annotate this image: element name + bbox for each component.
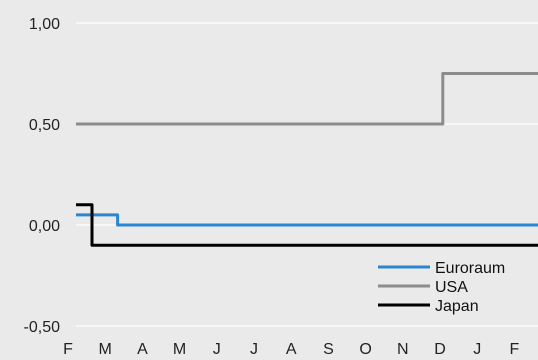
x-tick-label: S bbox=[323, 341, 334, 358]
x-tick-label: F bbox=[63, 341, 73, 358]
y-tick-label: 1,00 bbox=[29, 16, 60, 33]
x-tick-label: J bbox=[250, 341, 258, 358]
x-tick-label: N bbox=[397, 341, 409, 358]
y-axis-labels: 1,00 0,50 0,00 -0,50 bbox=[24, 16, 61, 336]
gridlines bbox=[76, 22, 538, 327]
x-tick-label: J bbox=[213, 341, 221, 358]
legend-label-usa: USA bbox=[435, 279, 468, 296]
series-lines bbox=[76, 72, 538, 247]
x-tick-label: F bbox=[510, 341, 520, 358]
x-tick-label: A bbox=[286, 341, 297, 358]
legend-label-japan: Japan bbox=[435, 298, 479, 315]
x-tick-label: D bbox=[434, 341, 446, 358]
y-tick-label: 0,50 bbox=[29, 117, 60, 134]
x-tick-label: O bbox=[359, 341, 371, 358]
x-tick-label: A bbox=[137, 341, 148, 358]
x-tick-label: M bbox=[99, 341, 112, 358]
series-line-usa bbox=[76, 72, 538, 126]
y-tick-label: -0,50 bbox=[24, 319, 61, 336]
x-tick-label: M bbox=[173, 341, 186, 358]
y-tick-label: 0,00 bbox=[29, 218, 60, 235]
series-line-japan bbox=[76, 203, 538, 247]
legend: Euroraum USA Japan bbox=[378, 260, 505, 315]
series-line-euroraum bbox=[76, 213, 538, 227]
x-tick-label: J bbox=[473, 341, 481, 358]
legend-label-euroraum: Euroraum bbox=[435, 260, 505, 277]
